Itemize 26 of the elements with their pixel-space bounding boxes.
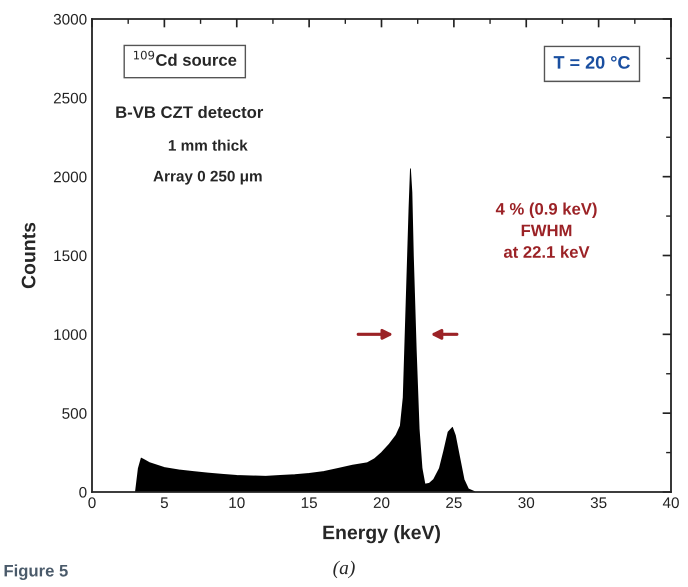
caption: Figure 5 (4, 564, 68, 580)
x-tick-label: 25 (446, 497, 462, 508)
y-tick-label: 1500 (54, 250, 87, 262)
annotation: B-VB CZT detector (116, 106, 264, 118)
x-tick-label: 0 (88, 497, 96, 508)
y-tick-label: 500 (62, 408, 87, 419)
y-axis-title: Counts (22, 222, 36, 288)
x-axis-title: Energy (keV) (323, 524, 440, 544)
x-tick-label: 20 (374, 497, 390, 508)
x-tick-label: 10 (229, 497, 245, 508)
x-tick-label: 5 (160, 497, 168, 508)
annotation: 1 mm thick (168, 140, 248, 151)
annotation: $^{109}$Cd source (134, 50, 236, 66)
y-tick-label: 0 (79, 486, 87, 498)
annotation: Array 0 250 μm (153, 170, 262, 185)
y-tick-label: 3000 (54, 14, 87, 25)
y-tick-label: 1000 (54, 329, 87, 340)
text: (a) (333, 560, 355, 578)
y-tick-label: 2000 (54, 172, 87, 182)
x-tick-label: 30 (518, 497, 534, 508)
x-tick-label: 40 (662, 497, 679, 508)
x-tick-label: 15 (302, 497, 317, 508)
y-tick-label: 2500 (54, 92, 87, 104)
annotation: T = 20 °C (554, 56, 630, 69)
x-tick-label: 35 (590, 497, 606, 508)
annotation: 4 % (0.9 keV) FWHM at 22.1 keV (496, 202, 597, 258)
